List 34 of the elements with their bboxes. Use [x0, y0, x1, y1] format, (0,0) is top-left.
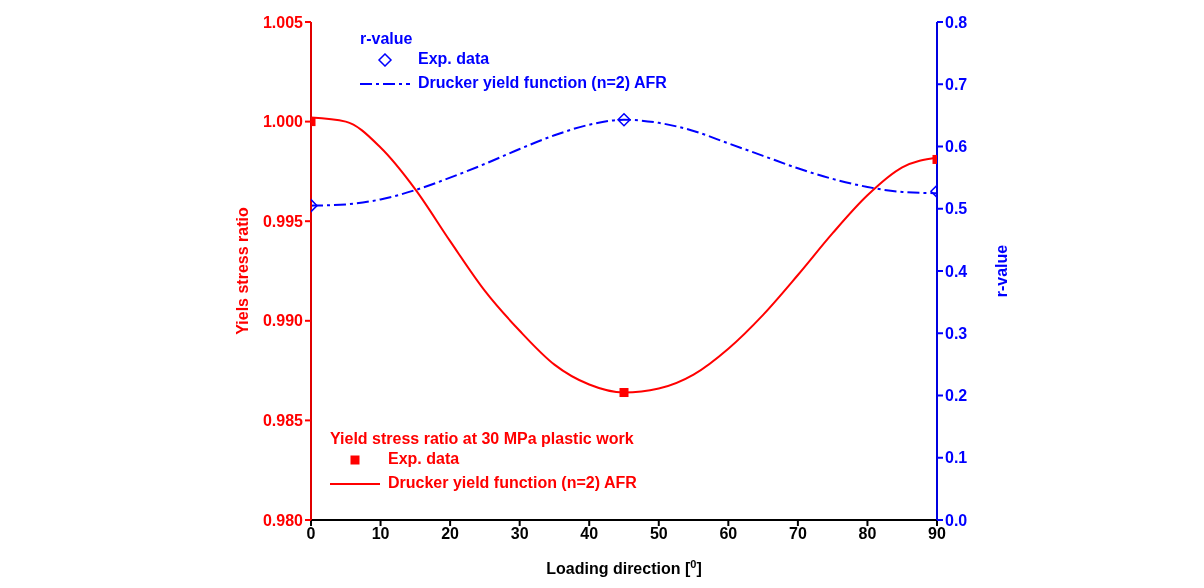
annotation: r-value — [360, 30, 414, 48]
x-tick-label: 30 — [510, 525, 529, 543]
y2-tick-label: 0.2 — [945, 387, 968, 405]
y2-tick-label: 0.1 — [945, 449, 968, 467]
y2-tick-label: 0.5 — [945, 200, 968, 218]
x-axis-title: Loading direction [$^{0}$] — [546, 558, 702, 577]
x-tick-label: 20 — [441, 525, 460, 543]
y-tick-label: 1.000 — [262, 113, 304, 131]
x-tick-label: 10 — [371, 525, 390, 543]
y2-tick-label: 0.3 — [945, 324, 968, 342]
y-tick-label: 0.995 — [262, 212, 304, 230]
y2-tick-label: 0.0 — [945, 511, 968, 529]
legend-label: Exp. data — [387, 450, 461, 469]
y2-axis-title: r-value — [993, 244, 1010, 298]
legend-label: Drucker yield function (n=2) AFR — [387, 474, 637, 493]
y-tick-label: 1.005 — [262, 13, 304, 31]
x-tick-label: 70 — [788, 525, 807, 543]
y-tick-label: 0.980 — [262, 511, 304, 529]
y2-tick-label: 0.6 — [945, 138, 968, 156]
x-tick-label: 80 — [858, 525, 877, 543]
y-tick-label: 0.990 — [262, 312, 304, 330]
legend-label: Exp. data — [417, 50, 491, 69]
x-tick-label: 60 — [719, 525, 738, 543]
x-tick-label: 40 — [580, 525, 599, 543]
y-axis-title: Yiels stress ratio — [234, 207, 251, 335]
y-tick-label: 0.985 — [262, 412, 304, 430]
y2-tick-label: 0.7 — [945, 75, 968, 93]
y2-tick-label: 0.8 — [945, 13, 968, 31]
x-tick-label: 90 — [928, 525, 946, 543]
y2-tick-label: 0.4 — [945, 262, 968, 280]
legend-label: Drucker yield function (n=2) AFR — [417, 74, 667, 93]
x-tick-label: 50 — [649, 525, 668, 543]
x-tick-label: 0 — [306, 525, 316, 543]
annotation: Yield stress ratio at 30 MPa plastic work — [330, 430, 635, 448]
